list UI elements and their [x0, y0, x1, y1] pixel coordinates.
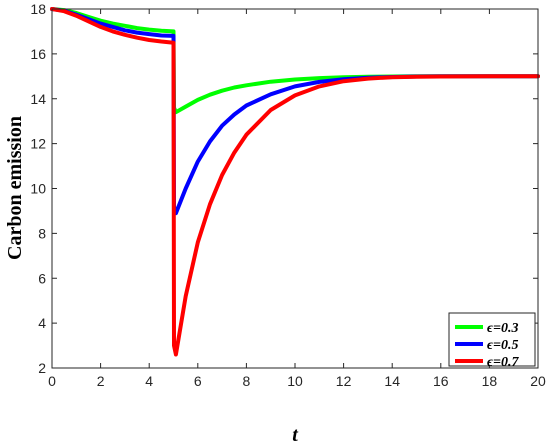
x-axis-title: t [292, 424, 299, 444]
x-tick-label: 6 [194, 373, 202, 389]
x-tick-label: 18 [482, 373, 498, 389]
y-tick-label: 8 [38, 225, 46, 241]
y-tick-label: 16 [30, 46, 46, 62]
x-tick-label: 0 [48, 373, 56, 389]
legend-label: ϵ=0.3 [487, 321, 519, 336]
y-tick-label: 14 [30, 91, 46, 107]
legend-box [448, 312, 536, 367]
y-tick-label: 18 [30, 1, 46, 17]
x-tick-label: 12 [336, 373, 352, 389]
plot-area [52, 9, 538, 368]
y-axis-title: Carbon emission [4, 116, 26, 260]
x-tick-label: 2 [97, 373, 105, 389]
y-tick-label: 4 [38, 315, 46, 331]
legend-label: ϵ=0.5 [487, 338, 519, 353]
series-layer [50, 7, 540, 357]
y-tick-label: 10 [30, 181, 46, 197]
x-tick-label: 20 [530, 373, 546, 389]
x-axis: 0 2 4 6 8 10 12 14 16 18 20 [48, 9, 546, 389]
x-tick-label: 16 [433, 373, 449, 389]
legend: ϵ=0.3 ϵ=0.5 ϵ=0.7 [448, 312, 536, 370]
legend-label: ϵ=0.7 [487, 355, 520, 370]
x-tick-label: 4 [145, 373, 153, 389]
y-axis: 2 4 6 8 10 12 14 16 18 [30, 1, 538, 376]
series-line-2 [50, 7, 540, 357]
x-tick-label: 8 [243, 373, 251, 389]
y-tick-label: 2 [38, 360, 46, 376]
x-tick-label: 10 [287, 373, 303, 389]
x-tick-label: 14 [384, 373, 400, 389]
y-tick-label: 6 [38, 270, 46, 286]
y-tick-label: 12 [30, 136, 46, 152]
